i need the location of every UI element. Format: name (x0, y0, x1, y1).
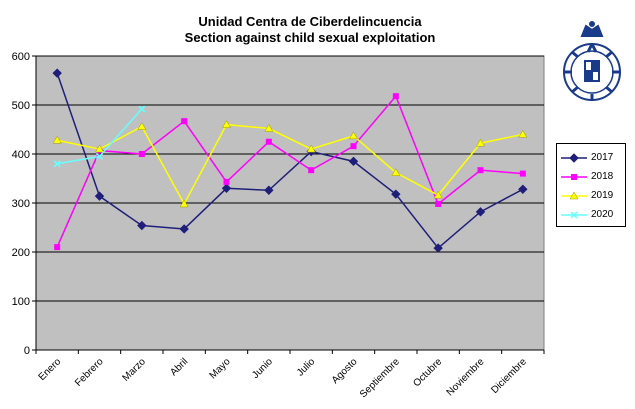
series-line (56, 94, 523, 248)
series-group (52, 68, 528, 253)
data-point (221, 183, 232, 194)
x-tick-label: Abril (168, 356, 190, 378)
x-tick-label: Marzo (121, 356, 149, 384)
legend-item-2020: 2020 (561, 205, 625, 224)
y-tick-label: 500 (12, 100, 30, 112)
data-point (391, 168, 401, 176)
grid-lines (36, 55, 544, 302)
data-point (477, 167, 484, 174)
legend-swatch (561, 210, 587, 219)
series-2018 (54, 93, 526, 251)
x-tick-label: Noviembre (445, 356, 487, 398)
x-tick-label: Julio (295, 356, 318, 379)
series-line (57, 123, 523, 206)
x-tick-label: Junio (250, 356, 275, 381)
data-point (435, 200, 442, 207)
x-tick-label: Octubre (411, 356, 444, 389)
series-2020 (53, 105, 146, 168)
legend-swatch (561, 190, 587, 199)
data-point (179, 224, 189, 234)
legend-label: 2020 (591, 209, 614, 220)
x-tick-label: Enero (37, 356, 64, 383)
data-point (433, 190, 443, 199)
data-point (94, 191, 105, 201)
series-line (56, 72, 524, 250)
data-point (475, 207, 486, 217)
data-point (137, 220, 147, 231)
y-tick-label: 100 (12, 296, 30, 308)
data-point (181, 118, 188, 125)
data-point (138, 105, 146, 113)
legend-swatch (561, 152, 587, 163)
data-point (95, 152, 104, 160)
data-point (518, 184, 528, 194)
legend-item-2019: 2019 (561, 186, 625, 205)
data-point (54, 244, 61, 251)
data-point (223, 178, 230, 185)
x-tick-label: Diciembre (489, 356, 529, 396)
series-2019 (52, 120, 528, 208)
legend-label: 2018 (591, 171, 614, 182)
data-point (222, 120, 231, 128)
data-point (308, 167, 315, 174)
data-point (137, 122, 147, 130)
data-point (571, 173, 577, 180)
data-point (518, 129, 528, 138)
chart-title-line-2: Section against child sexual exploitatio… (184, 30, 436, 45)
x-tick-label: Septiembre (358, 356, 402, 400)
data-point (265, 138, 272, 145)
data-point (433, 243, 443, 253)
data-point (569, 152, 579, 163)
x-tick-label: Febrero (73, 356, 106, 389)
y-tick-label: 600 (12, 51, 30, 63)
police-emblem-logo (560, 20, 624, 108)
data-point (570, 210, 578, 219)
data-point (95, 144, 104, 153)
legend-item-2018: 2018 (561, 167, 625, 186)
data-point (519, 170, 526, 177)
y-tick-label: 300 (12, 198, 30, 210)
data-point (264, 124, 274, 132)
y-tick-label: 400 (12, 149, 30, 161)
data-point (52, 68, 62, 78)
data-point (391, 189, 401, 199)
data-point (264, 185, 274, 195)
chart-title: Unidad Centra de Ciberdelincuencia Secti… (140, 14, 480, 46)
y-tick-label: 0 (24, 345, 30, 357)
data-point (476, 138, 485, 147)
data-point (569, 190, 579, 199)
series-2017 (52, 68, 528, 253)
legend-label: 2019 (591, 190, 614, 201)
x-tick-label: Agosto (330, 356, 360, 386)
data-point (350, 143, 357, 150)
data-point (348, 156, 359, 167)
y-tick-label: 200 (12, 247, 30, 259)
data-point (53, 160, 61, 168)
chart-title-line-1: Unidad Centra de Ciberdelincuencia (198, 14, 422, 29)
legend-label: 2017 (591, 152, 614, 163)
data-point (349, 131, 358, 140)
data-point (306, 144, 316, 153)
x-tick-label: Mayo (208, 356, 233, 381)
data-point (392, 93, 399, 100)
legend: 2017 2018 2019 2020 (556, 143, 626, 227)
data-point (138, 151, 145, 157)
legend-item-2017: 2017 (561, 148, 625, 167)
data-point (52, 135, 62, 144)
legend-swatch (561, 173, 587, 180)
data-point (179, 199, 189, 208)
